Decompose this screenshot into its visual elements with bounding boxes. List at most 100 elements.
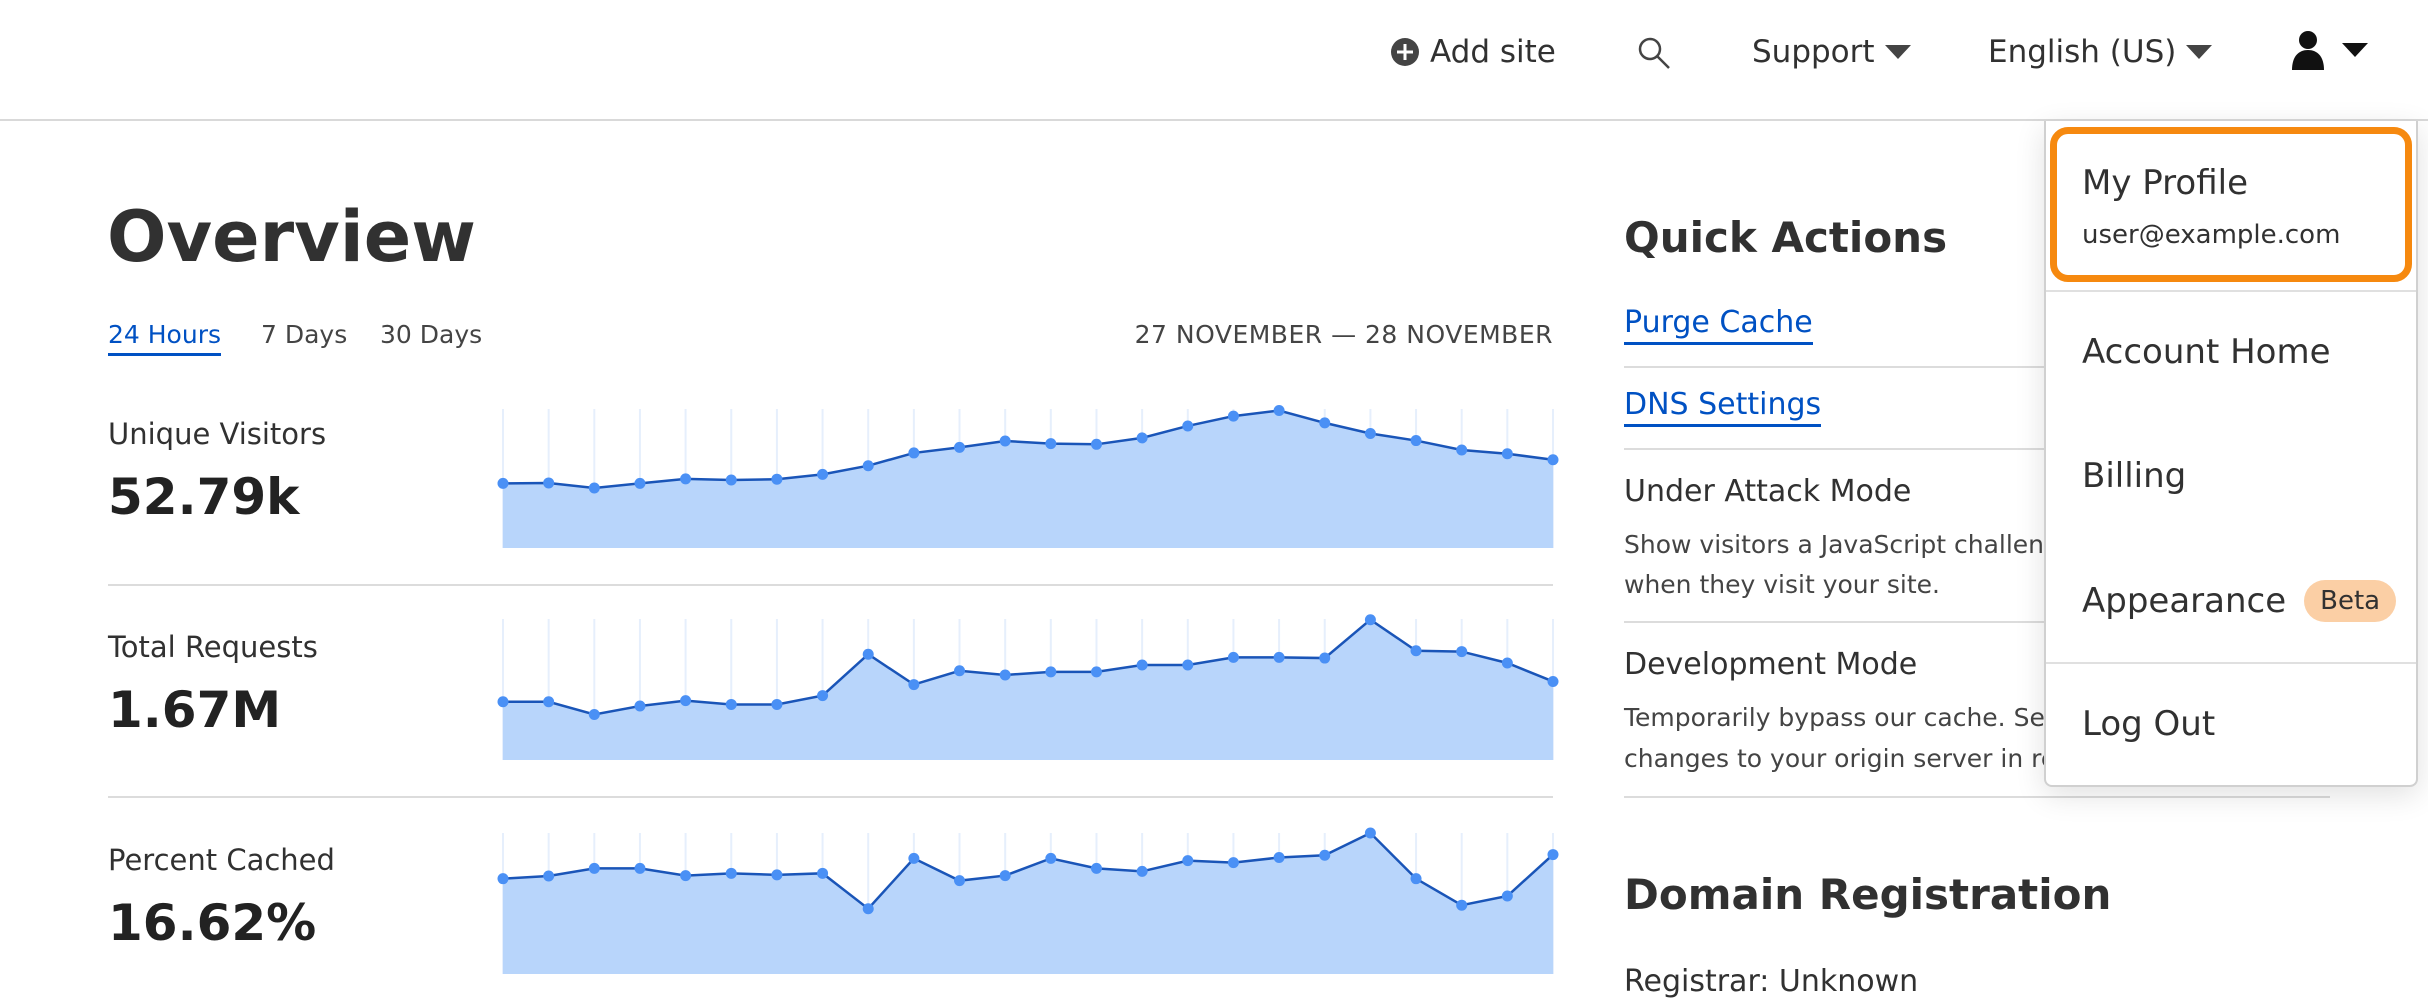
divider: [1624, 621, 2044, 623]
data-point: [1136, 659, 1148, 671]
series-line: [503, 618, 1554, 716]
data-point: [1045, 438, 1057, 450]
data-point: [771, 473, 783, 485]
data-point: [634, 700, 646, 712]
data-point: [1045, 666, 1057, 678]
data-point: [1547, 849, 1559, 861]
user-icon: [2292, 31, 2324, 70]
data-point: [1501, 448, 1513, 460]
data-point: [999, 870, 1011, 882]
user-dropdown-menu: My Profile user@example.com Account Home…: [2044, 121, 2418, 787]
data-point: [1456, 899, 1468, 911]
tab-24-hours[interactable]: 24 Hours: [108, 320, 222, 356]
data-point: [954, 875, 966, 887]
series-line: [502, 831, 1554, 911]
metric-value-unique-visitors: 52.79k: [108, 468, 300, 526]
data-point: [999, 435, 1011, 447]
divider: [108, 584, 1553, 586]
add-site-button[interactable]: Add site: [1390, 34, 1556, 70]
domain-registration-title: Domain Registration: [1624, 870, 2112, 919]
data-point: [1410, 645, 1422, 657]
tab-7-days[interactable]: 7 Days: [261, 320, 348, 349]
area-fill: [503, 833, 1553, 974]
log-out-item[interactable]: Log Out: [2082, 704, 2216, 744]
data-point: [1227, 857, 1239, 869]
dev-mode-desc-line2: changes to your origin server in re: [1624, 744, 2057, 773]
dev-mode-desc-line1: Temporarily bypass our cache. Se: [1624, 703, 2045, 732]
caret-down-icon: [2186, 45, 2213, 59]
area-fill: [503, 619, 1553, 760]
language-label: English (US): [1988, 34, 2177, 70]
under-attack-desc-line2: when they visit your site.: [1624, 570, 1940, 599]
purge-cache-link[interactable]: Purge Cache: [1624, 305, 1813, 345]
data-point: [1273, 651, 1285, 663]
area-fill: [503, 410, 1553, 548]
data-point: [1364, 827, 1376, 839]
data-point: [954, 441, 966, 453]
metric-label-unique-visitors: Unique Visitors: [108, 417, 327, 451]
divider: [1624, 448, 2044, 450]
data-point: [634, 477, 646, 489]
data-point: [725, 474, 737, 486]
data-point: [1182, 855, 1194, 867]
metric-value-total-requests: 1.67M: [108, 681, 282, 739]
metric-label-total-requests: Total Requests: [108, 630, 318, 664]
data-point: [862, 460, 874, 472]
account-home-item[interactable]: Account Home: [2082, 332, 2331, 372]
data-point: [1364, 614, 1376, 626]
data-point: [680, 695, 692, 707]
billing-item[interactable]: Billing: [2082, 456, 2187, 496]
language-dropdown[interactable]: English (US): [1988, 34, 2213, 70]
development-mode-title[interactable]: Development Mode: [1624, 647, 1918, 682]
data-point: [862, 903, 874, 915]
search-icon[interactable]: [1637, 36, 1671, 70]
data-point: [588, 708, 600, 720]
user-email: user@example.com: [2082, 220, 2341, 250]
data-point: [1410, 435, 1422, 447]
divider: [1624, 796, 2330, 798]
top-header: Add site Support English (US): [0, 0, 2428, 121]
data-point: [1227, 651, 1239, 663]
data-point: [1273, 852, 1285, 864]
percent-cached-chart: [497, 827, 1559, 974]
data-point: [1090, 666, 1102, 678]
my-profile-label[interactable]: My Profile: [2082, 163, 2248, 203]
support-dropdown[interactable]: Support: [1752, 34, 1911, 70]
total-requests-chart: [497, 614, 1559, 760]
data-point: [908, 447, 920, 459]
caret-down-icon: [2342, 43, 2368, 57]
data-point: [1227, 410, 1239, 422]
data-point: [1136, 865, 1148, 877]
my-profile-item[interactable]: [2050, 127, 2412, 282]
tab-30-days[interactable]: 30 Days: [380, 320, 483, 349]
data-point: [1319, 417, 1331, 429]
data-point: [725, 867, 737, 879]
data-point: [543, 696, 555, 708]
data-point: [1182, 420, 1194, 432]
appearance-item[interactable]: Appearance Beta: [2082, 580, 2397, 622]
caret-down-icon: [1884, 45, 1911, 59]
divider: [108, 796, 1553, 798]
data-point: [1090, 862, 1102, 874]
page-title: Overview: [107, 196, 476, 278]
data-point: [1319, 652, 1331, 664]
data-point: [1501, 890, 1513, 902]
data-point: [862, 648, 874, 660]
quick-actions-title: Quick Actions: [1624, 213, 1948, 262]
data-point: [680, 473, 692, 485]
data-point: [817, 468, 829, 480]
data-point: [543, 870, 555, 882]
data-point: [1501, 657, 1513, 669]
data-point: [1273, 405, 1285, 417]
data-point: [1456, 646, 1468, 658]
data-point: [634, 862, 646, 874]
data-point: [543, 477, 555, 489]
metric-value-percent-cached: 16.62%: [108, 894, 317, 952]
data-point: [908, 679, 920, 691]
date-range: 27 NOVEMBER — 28 NOVEMBER: [1134, 320, 1553, 349]
dns-settings-link[interactable]: DNS Settings: [1624, 387, 1822, 427]
data-point: [1045, 852, 1057, 864]
data-point: [1410, 873, 1422, 885]
user-menu-button[interactable]: [2290, 30, 2368, 70]
under-attack-mode-title[interactable]: Under Attack Mode: [1624, 474, 1912, 509]
